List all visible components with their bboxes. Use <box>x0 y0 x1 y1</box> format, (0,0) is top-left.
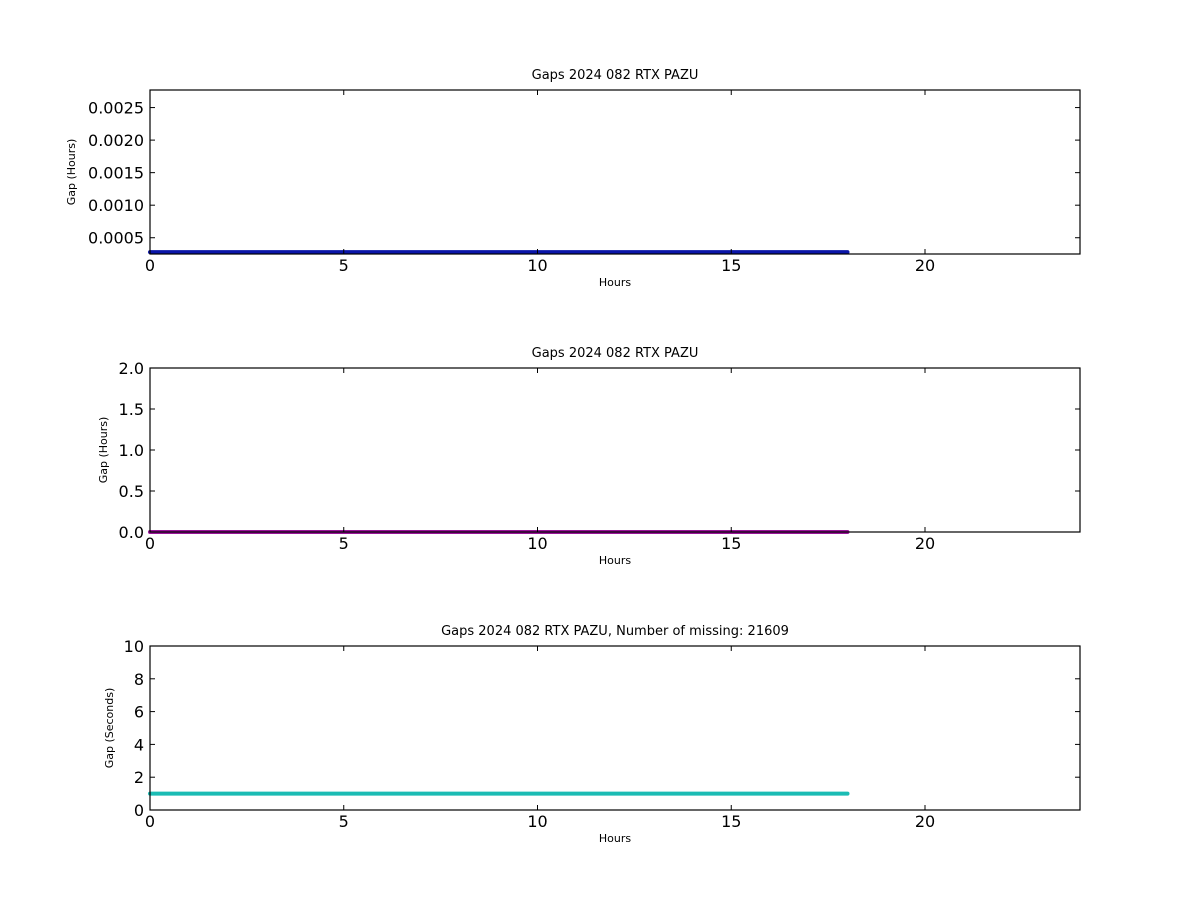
y-tick-label: 0 <box>134 801 144 820</box>
plot-frame <box>149 89 1081 255</box>
x-tick-label: 20 <box>915 812 935 831</box>
x-tick-label: 5 <box>339 534 349 553</box>
x-tick-label: 0 <box>145 534 155 553</box>
y-tick-label: 0.0005 <box>88 229 144 248</box>
y-axis-label: Gap (Hours) <box>65 139 78 206</box>
chart-title: Gaps 2024 082 RTX PAZU, Number of missin… <box>441 624 789 639</box>
y-tick-label: 1.0 <box>119 441 144 460</box>
x-tick-label: 15 <box>721 534 741 553</box>
x-tick-label: 15 <box>721 812 741 831</box>
x-tick-label: 15 <box>721 256 741 275</box>
x-tick-label: 10 <box>527 534 547 553</box>
y-tick-label: 0.0015 <box>88 164 144 183</box>
y-tick-label: 0.0025 <box>88 99 144 118</box>
y-tick-label: 6 <box>134 703 144 722</box>
x-axis-label: Hours <box>599 554 631 567</box>
x-tick-label: 0 <box>145 256 155 275</box>
x-tick-label: 20 <box>915 256 935 275</box>
y-tick-label: 0.0020 <box>88 131 144 150</box>
y-tick-label: 0.0010 <box>88 196 144 215</box>
x-tick-label: 20 <box>915 534 935 553</box>
x-tick-label: 5 <box>339 256 349 275</box>
chart-title: Gaps 2024 082 RTX PAZU <box>532 346 699 361</box>
x-tick-label: 0 <box>145 812 155 831</box>
y-axis-label: Gap (Hours) <box>97 417 110 484</box>
y-tick-label: 1.5 <box>119 400 144 419</box>
plot-frame <box>149 645 1081 811</box>
chart-title: Gaps 2024 082 RTX PAZU <box>532 68 699 83</box>
x-tick-label: 5 <box>339 812 349 831</box>
x-axis-label: Hours <box>599 832 631 845</box>
y-tick-label: 2.0 <box>119 359 144 378</box>
y-tick-label: 2 <box>134 768 144 787</box>
y-tick-label: 10 <box>124 637 144 656</box>
x-tick-label: 10 <box>527 256 547 275</box>
y-axis-label: Gap (Seconds) <box>103 688 116 769</box>
chart-2: Gaps 2024 082 RTX PAZU 0 5 10 15 20 0.0 0.5 1.0 1… <box>97 346 1081 567</box>
x-tick-label: 10 <box>527 812 547 831</box>
y-tick-label: 0.5 <box>119 482 144 501</box>
y-tick-label: 4 <box>134 735 144 754</box>
y-tick-label: 0.0 <box>119 523 144 542</box>
plot-frame <box>149 367 1081 533</box>
x-axis-label: Hours <box>599 276 631 289</box>
chart-3: Gaps 2024 082 RTX PAZU, Number of missin… <box>103 624 1081 845</box>
y-tick-label: 8 <box>134 670 144 689</box>
chart-1: Gaps 2024 082 RTX PAZU 0 5 10 15 20 0.0005 0.00… <box>65 68 1081 289</box>
